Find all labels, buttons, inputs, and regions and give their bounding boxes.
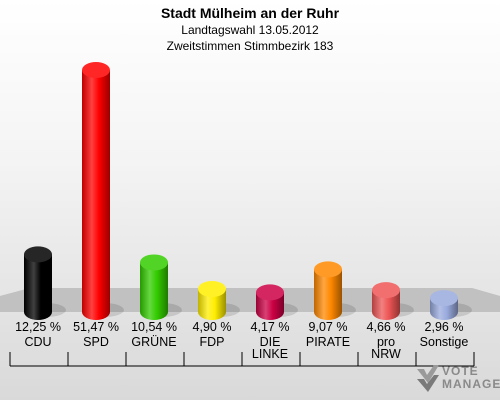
bar-pro-nrw — [372, 282, 414, 320]
bar-top — [430, 290, 458, 307]
category-label-line: GRÜNE — [131, 335, 177, 349]
category-label-line: PIRATE — [305, 335, 351, 349]
category-label-line: CDU — [24, 335, 52, 349]
bar-top — [140, 254, 168, 271]
category-label-line: LINKE — [251, 347, 289, 361]
bar-body — [372, 290, 400, 320]
category-label-line: pro — [376, 335, 396, 349]
category-label-line: NRW — [371, 347, 401, 361]
bar-sonstige — [430, 290, 472, 320]
checkmark-x-icon — [417, 365, 439, 392]
chart-title: Stadt Mülheim an der Ruhr — [160, 5, 340, 21]
category-label-line: FDP — [199, 335, 225, 349]
chart-floor-shade — [0, 288, 500, 312]
bar-top — [372, 282, 400, 299]
chart-subtitle-district: Zweitstimmen Stimmbezirk 183 — [166, 39, 334, 53]
bar-top — [24, 246, 52, 263]
category-label: CDU — [10, 335, 66, 349]
data-label: 51,47 % — [73, 320, 119, 334]
data-label: 12,25 % — [15, 320, 61, 334]
data-label: 4,66 % — [366, 320, 406, 334]
bar-top — [198, 280, 226, 297]
bar-top — [82, 62, 110, 78]
category-label-line: DIE — [259, 335, 281, 349]
data-label: 4,90 % — [192, 320, 232, 334]
data-label: 2,96 % — [424, 320, 464, 334]
bar-grüne — [140, 254, 182, 320]
bar-pirate — [314, 261, 356, 320]
category-label: SPD — [68, 335, 124, 349]
bar-die-linke — [256, 284, 298, 320]
bar-body — [82, 70, 110, 320]
category-label-line: Sonstige — [419, 335, 469, 349]
votemanager-logo: VOTE MANAGER — [414, 362, 500, 394]
data-label: 9,07 % — [308, 320, 348, 334]
bar-cdu — [24, 246, 66, 320]
bar-body — [24, 254, 52, 320]
chart-subtitle-election: Landtagswahl 13.05.2012 — [181, 23, 319, 37]
data-label: 4,17 % — [250, 320, 290, 334]
data-label: 10,54 % — [131, 320, 177, 334]
category-label: GRÜNE — [126, 335, 182, 349]
bar-top — [256, 284, 284, 301]
category-label: DIE LINKE — [242, 335, 298, 361]
bar-top — [314, 261, 342, 278]
category-label: PIRATE — [300, 335, 356, 349]
bar-body — [198, 288, 226, 320]
category-label: pro NRW — [358, 335, 414, 361]
category-label-line: SPD — [83, 335, 109, 349]
logo-text-vote: VOTE — [442, 364, 479, 378]
bar-body — [140, 262, 168, 320]
category-label: FDP — [184, 335, 240, 349]
bar-fdp — [198, 280, 240, 320]
bar-body — [314, 269, 342, 320]
category-label: Sonstige — [416, 335, 472, 349]
bar-spd — [82, 62, 124, 320]
logo-text-manager: MANAGER — [442, 377, 500, 391]
